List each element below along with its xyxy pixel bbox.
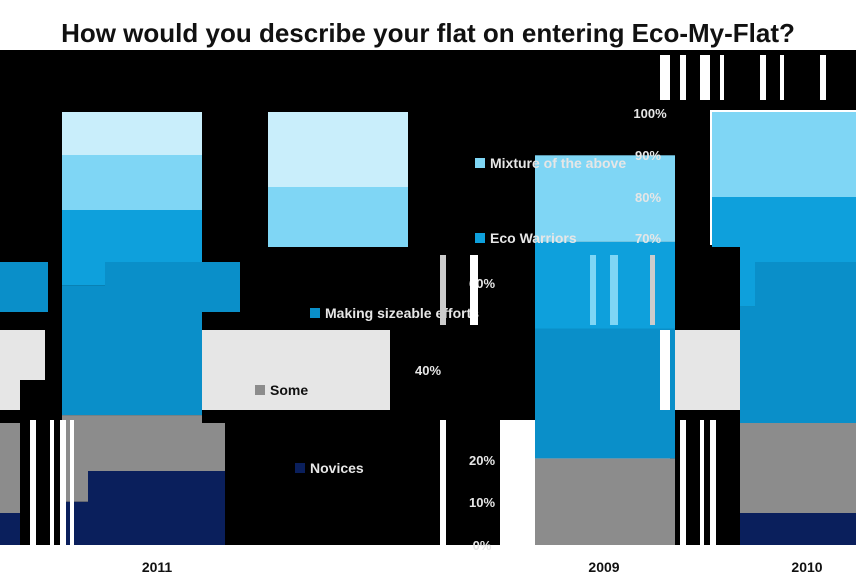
legend-label-3: Eco Warriors bbox=[490, 230, 577, 246]
legend-label-1: Some bbox=[270, 382, 308, 398]
category-label-2011: 2011 bbox=[142, 559, 173, 575]
legend-swatch-0 bbox=[295, 463, 305, 473]
bar-left-novices bbox=[0, 513, 20, 545]
bar-left-sizeable bbox=[0, 262, 48, 312]
y-tick-label-1: 10% bbox=[469, 495, 495, 510]
bar-2010-top bbox=[712, 112, 856, 197]
y-tick-label-10: 100% bbox=[633, 106, 667, 121]
bar-2011-sizeable bbox=[105, 262, 240, 312]
legend-swatch-1 bbox=[255, 385, 265, 395]
bar-2011-upper-mid bbox=[62, 155, 202, 210]
bar-2010-sizeable bbox=[755, 262, 856, 322]
bar-2011-top-light bbox=[62, 112, 202, 155]
category-label-2009: 2009 bbox=[588, 559, 619, 575]
bar-2010-making-sizeable-efforts bbox=[740, 306, 856, 437]
y-tick-label-4: 40% bbox=[415, 363, 441, 378]
y-tick-label-8: 80% bbox=[635, 190, 661, 205]
bar-overlay-top bbox=[268, 112, 408, 187]
y-tick-label-0: 0% bbox=[473, 538, 492, 553]
bar-2010-mid bbox=[712, 197, 856, 247]
legend-swatch-4 bbox=[475, 158, 485, 168]
bar-2010-some bbox=[740, 423, 856, 513]
bar-2009-making-sizeable-efforts bbox=[535, 328, 675, 459]
bar-2011-some bbox=[88, 423, 225, 471]
legend-label-2: Making sizeable efforts bbox=[325, 305, 479, 321]
legend-label-4: Mixture of the above bbox=[490, 155, 626, 171]
y-tick-label-7: 70% bbox=[635, 231, 661, 246]
y-tick-label-9: 90% bbox=[635, 148, 661, 163]
bar-2011-mid bbox=[62, 210, 202, 247]
bar-2009-some bbox=[535, 465, 670, 545]
bar-2010-novices bbox=[740, 513, 856, 545]
legend-swatch-3 bbox=[475, 233, 485, 243]
chart-title: How would you describe your flat on ente… bbox=[61, 18, 795, 48]
legend-label-0: Novices bbox=[310, 460, 364, 476]
bar-2011-novices bbox=[88, 471, 225, 545]
category-label-2010: 2010 bbox=[791, 559, 822, 575]
y-tick-label-2: 20% bbox=[469, 453, 495, 468]
legend-swatch-2 bbox=[310, 308, 320, 318]
bar-left-some bbox=[0, 423, 20, 513]
bar-2009-mixture-of-the-above bbox=[535, 155, 675, 242]
